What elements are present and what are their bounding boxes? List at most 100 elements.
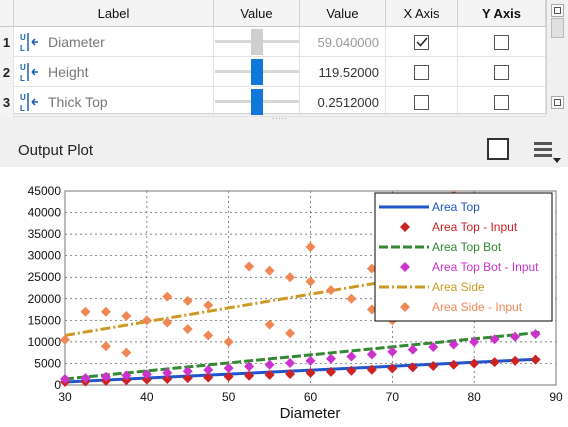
slider-thumb[interactable]	[250, 29, 263, 55]
svg-text:U: U	[20, 33, 26, 42]
area-side-input-point	[80, 306, 91, 317]
area-top-input-point	[510, 355, 521, 366]
value-field[interactable]: 119.52000	[300, 57, 386, 87]
square-icon[interactable]	[487, 138, 509, 160]
area-top-input-point	[346, 365, 357, 376]
value-slider[interactable]	[214, 29, 299, 55]
y-tick-label: 45000	[28, 184, 62, 198]
header-value-slider[interactable]: Value	[214, 0, 300, 27]
area-top-bot-input-point	[203, 364, 214, 375]
slider-thumb[interactable]	[250, 59, 263, 85]
parameter-table: Label Value Value X Axis Y Axis 1 U L Di…	[0, 0, 546, 117]
legend-label: Area Top Bot	[432, 240, 502, 254]
chart-legend[interactable]: Area Top Area Top - Input Area Top Bot Area…	[374, 192, 553, 322]
dropdown-arrow-icon	[553, 158, 561, 163]
y-tick-label: 15000	[28, 313, 62, 327]
area-side-input-point	[121, 347, 132, 358]
x-axis-checkbox[interactable]	[414, 34, 429, 50]
y-axis-checkbox[interactable]	[494, 64, 509, 80]
y-axis-checkbox[interactable]	[494, 94, 509, 110]
area-top-bot-input-point	[60, 373, 70, 384]
y-axis-cell[interactable]	[458, 57, 546, 87]
area-top-bot-input-point	[141, 369, 152, 380]
area-top-bot-input-point	[100, 371, 111, 382]
area-side-input-point	[60, 334, 70, 345]
label-cell[interactable]: U L Height	[14, 57, 214, 87]
x-tick-label: 40	[140, 390, 154, 404]
area-top-bot-input-point	[285, 358, 296, 369]
area-top-bot-input-point	[244, 361, 255, 372]
x-axis-checkbox[interactable]	[414, 64, 429, 80]
area-top-input-point	[223, 371, 234, 382]
area-side-input-point	[182, 295, 193, 306]
variable-icon: U L	[20, 93, 38, 113]
legend-marker	[400, 302, 410, 312]
header-y-axis[interactable]: Y Axis	[458, 0, 546, 27]
svg-text:U: U	[20, 93, 26, 102]
area-top-input-point	[162, 373, 173, 384]
y-axis-checkbox[interactable]	[494, 34, 509, 50]
header-x-axis[interactable]: X Axis	[386, 0, 458, 27]
y-tick-label: 25000	[28, 270, 62, 284]
area-side-input-point	[121, 311, 132, 322]
x-axis-checkbox[interactable]	[414, 94, 429, 110]
value-slider[interactable]	[214, 89, 299, 115]
area-side-input-point	[285, 328, 296, 339]
splitter-grip[interactable]: .....	[272, 112, 289, 121]
value-slider[interactable]	[214, 59, 299, 85]
area-top-input-point	[264, 369, 275, 380]
svg-text:L: L	[20, 104, 25, 113]
area-top-bot-input-point	[366, 349, 377, 360]
slider-cell[interactable]	[214, 57, 300, 87]
x-tick-label: 60	[304, 390, 318, 404]
area-top-bot-input-point	[182, 366, 193, 377]
y-tick-label: 5000	[34, 356, 61, 370]
y-tick-label: 40000	[28, 206, 62, 220]
row-number: 1	[0, 27, 14, 57]
legend-label: Area Side - Input	[432, 300, 523, 314]
legend-label: Area Top Bot - Input	[432, 260, 539, 274]
variable-icon: U L	[20, 63, 38, 83]
x-axis-cell[interactable]	[386, 27, 458, 57]
slider-cell[interactable]	[214, 27, 300, 57]
value-field[interactable]: 0.2512000	[300, 87, 386, 117]
x-tick-label: 30	[58, 390, 72, 404]
area-top-input-point	[469, 358, 480, 369]
area-side-input-point	[305, 242, 316, 253]
label-cell[interactable]: U L Diameter	[14, 27, 214, 57]
x-axis-cell[interactable]	[386, 87, 458, 117]
header-label[interactable]: Label	[14, 0, 214, 27]
area-top-bot-input-point	[510, 331, 521, 342]
legend-label: Area Top	[432, 200, 480, 214]
table-row[interactable]: 3 U L Thick Top 0.2512000	[0, 87, 546, 117]
plot-title: Output Plot	[18, 142, 94, 159]
label-cell[interactable]: U L Thick Top	[14, 87, 214, 117]
scrollbar-thumb[interactable]	[551, 18, 564, 38]
hamburger-menu-icon[interactable]	[534, 142, 561, 164]
slider-cell[interactable]	[214, 87, 300, 117]
table-row[interactable]: 2 U L Height 119.52000	[0, 57, 546, 87]
y-tick-label: 30000	[28, 249, 62, 263]
square-small-icon	[554, 7, 561, 14]
area-top-input-point	[285, 369, 296, 380]
y-tick-label: 0	[54, 378, 61, 392]
y-tick-label: 20000	[28, 292, 62, 306]
table-row[interactable]: 1 U L Diameter 59.040000	[0, 27, 546, 57]
output-chart: 0 5000 10000 15000 20000 25000 30000 35000 40000…	[0, 167, 568, 427]
slider-thumb[interactable]	[250, 89, 263, 115]
area-side-input-point	[285, 272, 296, 283]
area-side-input-point	[141, 315, 152, 326]
header-value[interactable]: Value	[300, 0, 386, 27]
checkmark-icon	[415, 37, 428, 47]
area-side-input-point	[182, 323, 193, 334]
value-field[interactable]: 59.040000	[300, 27, 386, 57]
area-top-bot-input-point	[264, 359, 275, 370]
y-axis-cell[interactable]	[458, 27, 546, 57]
x-axis-cell[interactable]	[386, 57, 458, 87]
x-tick-label: 80	[467, 390, 481, 404]
scroll-up-button[interactable]	[551, 4, 564, 17]
scroll-down-button[interactable]	[551, 96, 564, 109]
y-axis-cell[interactable]	[458, 87, 546, 117]
table-vertical-scrollbar[interactable]	[546, 0, 568, 114]
